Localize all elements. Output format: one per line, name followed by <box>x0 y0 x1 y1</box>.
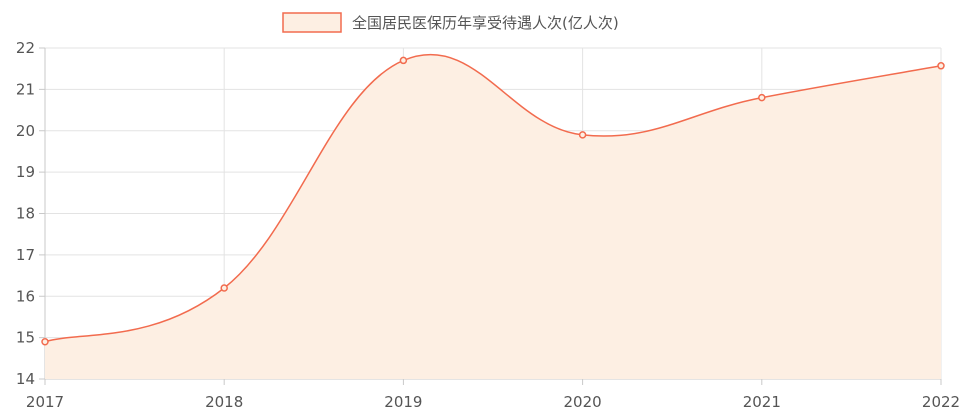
y-tick-label: 14 <box>16 370 35 388</box>
y-tick-label: 19 <box>16 163 35 181</box>
x-tick-label: 2019 <box>384 393 422 411</box>
data-point-2022 <box>937 62 945 70</box>
legend-swatch[interactable] <box>282 12 342 33</box>
data-point-2021 <box>758 93 766 102</box>
data-points <box>41 56 945 346</box>
x-tick-label: 2017 <box>26 393 64 411</box>
x-tick-label: 2021 <box>743 393 781 411</box>
y-axis: 14 15 16 17 18 19 20 21 22 <box>16 39 45 388</box>
x-tick-label: 2022 <box>922 393 960 411</box>
y-tick-label: 21 <box>16 80 35 98</box>
x-tick-label: 2018 <box>205 393 243 411</box>
series-line <box>44 53 942 343</box>
y-tick-label: 17 <box>16 246 35 264</box>
legend-label[interactable]: 全国居民医保历年享受待遇人次(亿人次) <box>352 14 619 32</box>
area-fill <box>45 54 941 379</box>
y-tick-label: 22 <box>16 39 35 57</box>
data-point-2019 <box>399 56 408 65</box>
legend[interactable]: 全国居民医保历年享受待遇人次(亿人次) <box>282 12 619 33</box>
data-point-2017 <box>41 338 49 346</box>
data-point-2018 <box>220 284 228 292</box>
x-axis: 2017 2018 2019 2020 2021 2022 <box>26 379 960 411</box>
y-tick-label: 15 <box>16 329 35 347</box>
y-tick-label: 16 <box>16 287 35 305</box>
y-tick-label: 18 <box>16 205 35 223</box>
x-tick-label: 2020 <box>564 393 602 411</box>
data-point-2020 <box>578 131 587 139</box>
y-tick-label: 20 <box>16 122 35 140</box>
